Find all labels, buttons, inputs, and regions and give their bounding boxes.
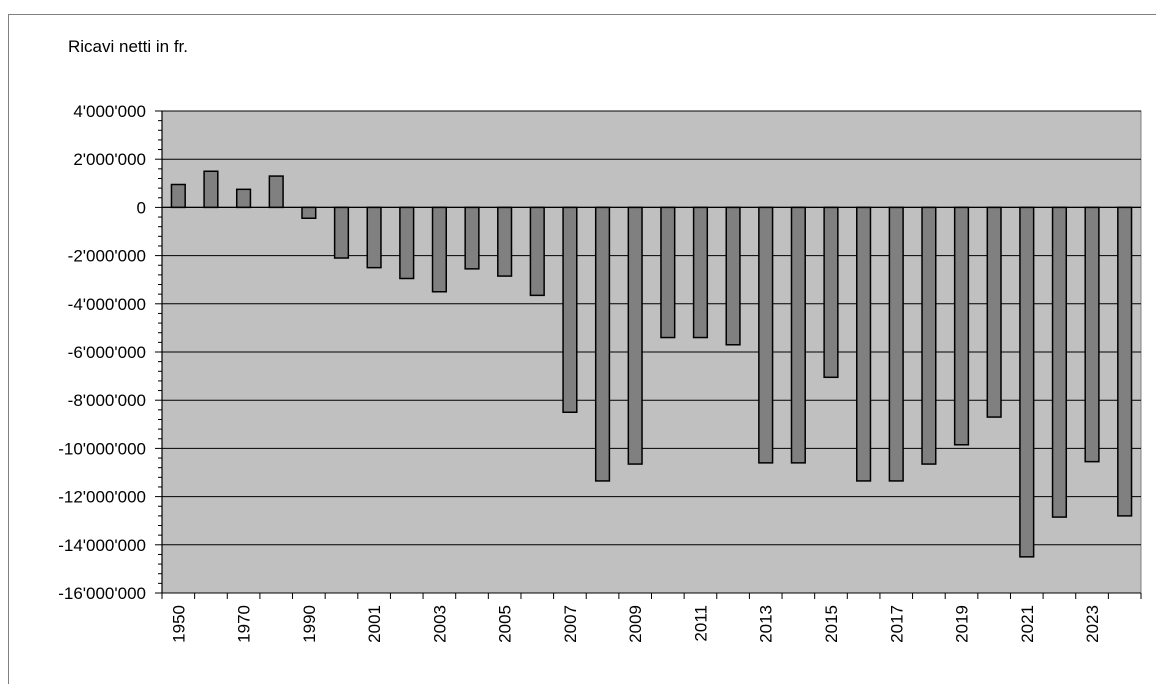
bar-2020 <box>986 206 1002 418</box>
bar-2018 <box>921 206 937 465</box>
bar-2001 <box>366 206 382 269</box>
x-tick-label: 2019 <box>953 605 972 643</box>
bar-2019 <box>953 206 970 446</box>
bar-2004 <box>464 206 480 270</box>
x-tick-label: 2009 <box>626 605 645 643</box>
bar-2016 <box>856 206 872 482</box>
y-tick-label: -12'000'000 <box>58 488 146 507</box>
x-tick-label: 2011 <box>691 605 710 642</box>
bar-2003 <box>431 206 447 293</box>
bar-1970 <box>235 188 252 209</box>
bar-2008 <box>594 206 611 482</box>
y-tick-label: 0 <box>137 198 146 217</box>
bar-2007 <box>562 206 578 413</box>
bar-1950 <box>170 183 186 209</box>
bar-2002 <box>399 206 415 280</box>
x-tick-label: 2007 <box>561 605 580 643</box>
x-tick-label: 1950 <box>169 605 188 643</box>
bar-2006 <box>529 206 545 297</box>
x-tick-labels: 1950 1970 1990 2001 2003 2005 2007 2009 2011 2013… <box>169 605 1102 643</box>
x-tick-label: 1970 <box>235 605 254 643</box>
bar-2023 <box>1084 206 1100 463</box>
bar-2022 <box>1051 206 1068 518</box>
y-tick-label: 2'000'000 <box>73 150 146 169</box>
x-tick-label: 2003 <box>430 605 449 643</box>
x-tick-label: 2021 <box>1018 605 1037 643</box>
bar-1960 <box>203 170 219 209</box>
bar-2014 <box>790 206 806 464</box>
y-tick-label: -6'000'000 <box>68 343 146 362</box>
bar-2017 <box>888 206 904 482</box>
bar-2000 <box>333 206 350 259</box>
y-tick-label: -14'000'000 <box>58 536 146 555</box>
bar-2010 <box>660 206 676 339</box>
y-tick-label: -8'000'000 <box>68 391 146 410</box>
bar-1980 <box>268 175 284 209</box>
y-tick-label: -4'000'000 <box>68 295 146 314</box>
y-tick-labels: 4'000'000 2'000'000 0 -2'000'000 -4'000'000 -… <box>58 102 146 603</box>
bar-2015 <box>823 206 839 379</box>
gridlines <box>162 110 1141 594</box>
y-tick-label: -2'000'000 <box>68 247 146 266</box>
x-tick-label: 2017 <box>887 605 906 643</box>
x-tick-label: 2015 <box>822 605 841 643</box>
x-tick-label: 2023 <box>1083 605 1102 643</box>
x-tick-label: 1990 <box>300 605 319 643</box>
chart-title: Ricavi netti in fr. <box>68 37 188 56</box>
bar-2005 <box>497 206 513 277</box>
bar-2009 <box>627 206 643 465</box>
bar-2024 <box>1117 206 1133 517</box>
bars <box>170 170 1133 558</box>
bar-1990 <box>301 206 317 219</box>
x-tick-label: 2001 <box>365 605 384 643</box>
bar-2012 <box>725 206 741 346</box>
bar-2011 <box>692 206 709 339</box>
bar-2013 <box>758 206 774 464</box>
y-tick-label: -16'000'000 <box>58 584 146 603</box>
y-tick-label: -10'000'000 <box>58 439 146 458</box>
chart-frame <box>8 14 1156 684</box>
bar-2021 <box>1019 206 1035 558</box>
x-tick-label: 2005 <box>496 605 515 643</box>
axes <box>155 110 1142 599</box>
y-tick-label: 4'000'000 <box>73 102 146 121</box>
x-tick-label: 2013 <box>757 605 776 643</box>
